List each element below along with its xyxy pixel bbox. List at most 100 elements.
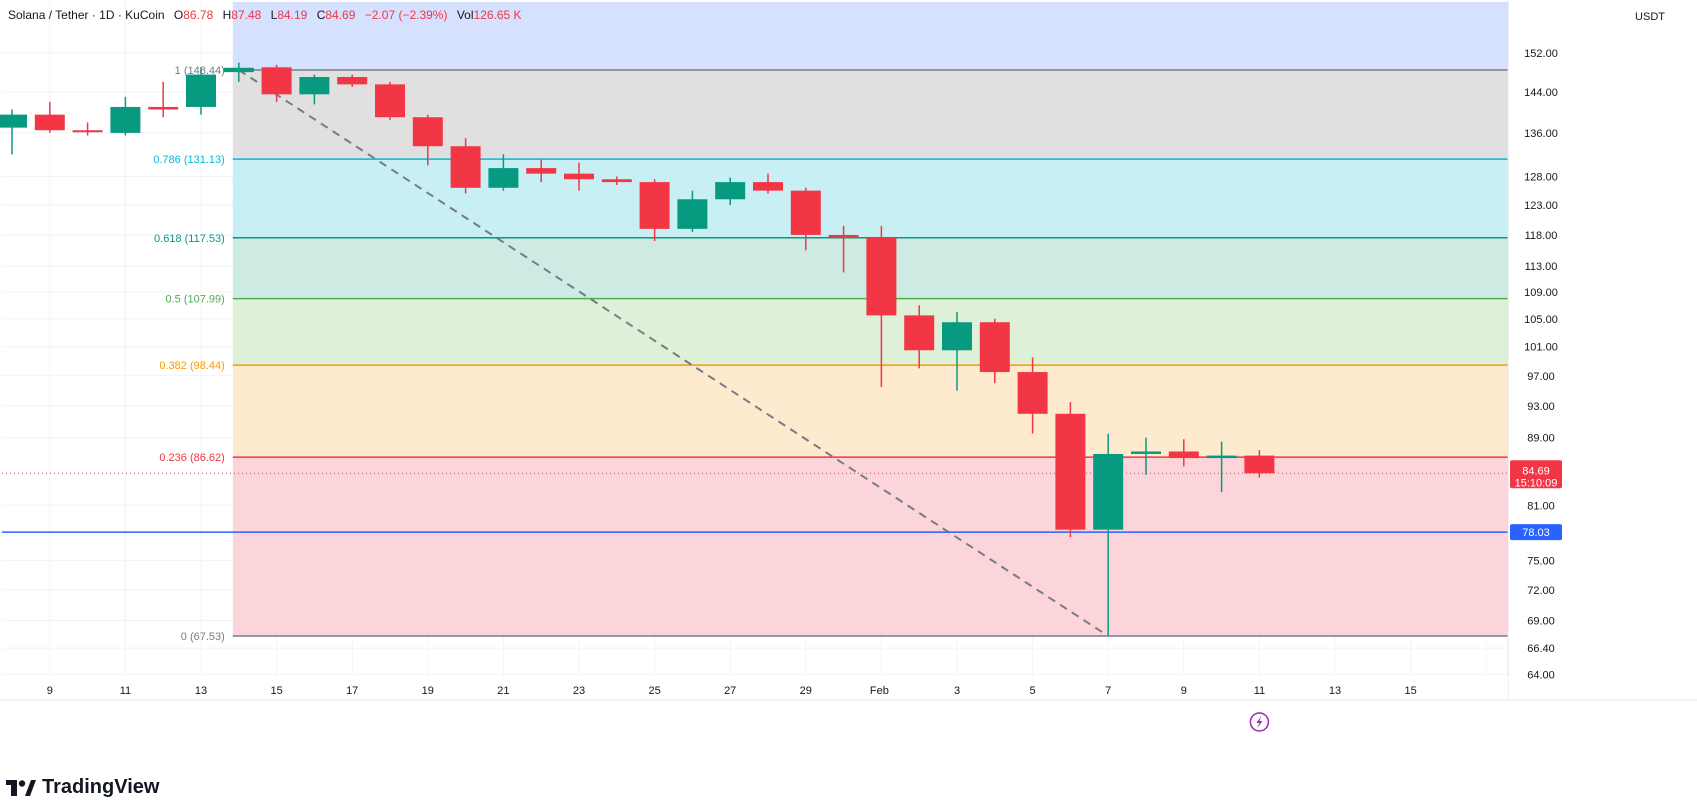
price-tick-label: 69.00 [1527, 616, 1555, 628]
candle-body [715, 182, 746, 200]
candle-jan-22 [526, 159, 557, 183]
time-tick-label: 13 [1329, 685, 1341, 697]
candle-jan-14 [223, 62, 254, 82]
candle-feb-5 [1055, 402, 1086, 538]
candle-jan-13 [186, 67, 216, 115]
time-tick-label: Feb [870, 685, 889, 697]
candle-body [186, 74, 216, 107]
time-tick-label: 15 [1404, 685, 1416, 697]
fib-level-label: 0.236 (86.62) [159, 452, 224, 464]
time-tick-label: 11 [120, 685, 131, 697]
change-value: −2.07 (−2.39%) [364, 8, 448, 22]
candle-jan-16 [299, 74, 330, 105]
candle-jan-10 [72, 122, 103, 136]
candle-body [828, 234, 859, 238]
candle-jan-20 [450, 138, 481, 194]
candle-jan-15 [261, 64, 292, 102]
candle-body [1168, 451, 1199, 459]
support-line[interactable] [2, 472, 1508, 533]
price-tick-label: 105.00 [1524, 314, 1558, 326]
candle-body [337, 77, 368, 85]
close-value: 84.69 [325, 8, 356, 22]
price-tick-label: 81.00 [1527, 500, 1555, 512]
tradingview-logo-text: TradingView [42, 776, 160, 798]
price-tick-label: 93.00 [1527, 401, 1555, 413]
candle-body [299, 77, 330, 95]
price-tick-label: 118.00 [1525, 230, 1558, 242]
price-axis-background [1508, 0, 1697, 700]
candle-body [1055, 413, 1086, 530]
candle-body [639, 182, 670, 229]
price-tick-label: 66.40 [1527, 643, 1555, 655]
time-tick-label: 3 [954, 685, 960, 697]
last-price-value: 84.69 [1522, 465, 1550, 477]
fib-trend-dashed-line[interactable] [238, 69, 1109, 637]
price-tick-label: 75.00 [1527, 556, 1555, 568]
candlestick-series [0, 62, 1275, 636]
candle-body [375, 84, 405, 118]
candle-jan-23 [564, 162, 594, 191]
candle-body [34, 114, 65, 131]
time-tick-label: 21 [497, 685, 509, 697]
candle-feb-9 [1206, 441, 1237, 493]
time-tick-label: 15 [270, 685, 282, 697]
tradingview-logo[interactable]: TradingView [6, 776, 159, 799]
candle-feb-3 [979, 318, 1010, 384]
candle-body [564, 173, 594, 180]
alert-icon[interactable] [1249, 712, 1270, 732]
candle-jan-24 [601, 176, 632, 185]
fib-level-label: 0.618 (117.53) [154, 233, 225, 245]
tradingview-logo-icon [6, 779, 36, 796]
fib-zone [232, 365, 1508, 458]
fib-level-label: 0.5 (107.99) [165, 294, 224, 306]
high-label: H [222, 8, 232, 22]
candle-body [904, 315, 935, 351]
high-value: 87.48 [231, 8, 262, 22]
low-label: L [270, 8, 278, 22]
volume-label: Vol [456, 8, 474, 22]
candle-jan-12 [148, 81, 179, 118]
candle-body [110, 106, 141, 133]
time-tick-label: 9 [47, 685, 53, 697]
price-tick-label: 136.00 [1524, 128, 1558, 140]
price-tick-label: 109.00 [1524, 287, 1558, 299]
candle-jan-25 [639, 179, 670, 242]
fib-level-label: 1 (148.44) [175, 65, 225, 77]
price-tick-label: 128.00 [1524, 171, 1558, 183]
price-tick-label: 152.00 [1524, 48, 1558, 60]
time-tick-label: 7 [1105, 685, 1111, 697]
close-label: C [316, 8, 326, 22]
time-tick-label: 9 [1181, 685, 1187, 697]
currency-button[interactable]: USDT [1635, 11, 1665, 23]
candle-feb-2 [942, 311, 972, 391]
fib-zone [232, 457, 1508, 636]
price-tick-label: 97.00 [1527, 371, 1555, 383]
fib-trend-line[interactable] [238, 69, 1109, 637]
price-tick-label: 144.00 [1524, 87, 1558, 99]
candle-jan-9 [34, 101, 65, 133]
support-price-tag [1510, 524, 1562, 541]
price-tick-label: 72.00 [1527, 585, 1555, 597]
alert-icon-ring[interactable] [1249, 712, 1270, 732]
price-axis[interactable]: 152.00 144.00 136.00 128.00 123.00 118.00 113.… [1507, 0, 1697, 700]
candle-jan-19 [412, 114, 443, 166]
low-value: 84.19 [277, 8, 308, 22]
candle-body [1206, 455, 1237, 459]
symbol-name[interactable]: Solana / Tether · 1D · KuCoin [8, 8, 165, 22]
candle-jan-28 [753, 173, 783, 194]
symbol-legend: Solana / Tether · 1D · KuCoin O86.78 H87… [8, 8, 522, 22]
candle-feb-6 [1093, 433, 1124, 636]
support-price-value: 78.03 [1522, 527, 1550, 539]
alert-icon-bolt[interactable] [1256, 716, 1263, 728]
price-tick-label: 123.00 [1524, 200, 1558, 212]
candle-body [488, 168, 519, 188]
candle-body [72, 130, 103, 133]
time-axis[interactable]: 9 11 13 15 17 19 21 23 25 27 29 Feb 3 5 7 9 11 13 15 [0, 676, 1697, 701]
candle-feb-1 [904, 305, 935, 369]
time-tick-label: 23 [573, 685, 585, 697]
fib-level-label: 0.786 (131.13) [153, 154, 225, 166]
candle-jan-30 [828, 225, 859, 273]
candle-body [866, 237, 897, 316]
